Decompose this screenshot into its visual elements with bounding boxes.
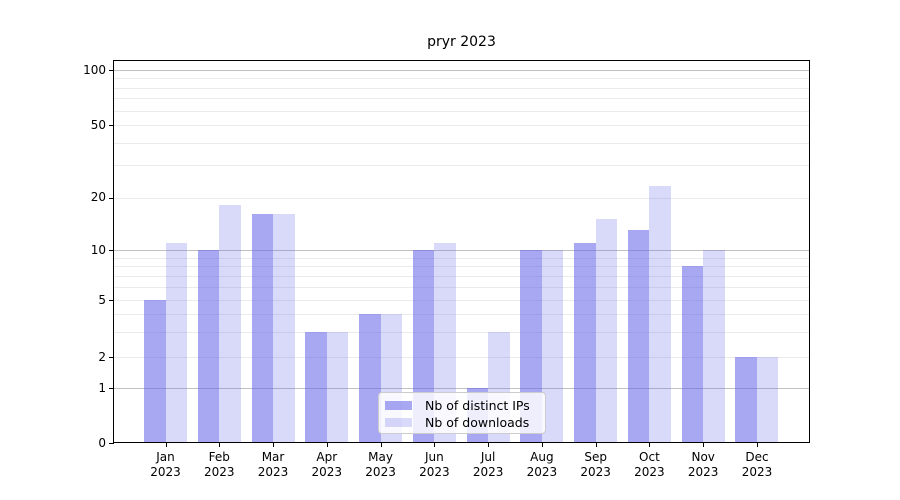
x-axis-tick-label: Jul 2023 (472, 450, 504, 479)
gridline-minor (113, 257, 810, 259)
x-axis-tick-label: Sep 2023 (580, 450, 611, 479)
gridline-minor (113, 300, 810, 301)
y-axis-tick-mark (108, 70, 114, 71)
legend-swatch-downloads (385, 418, 412, 427)
x-axis-tick-mark (488, 443, 490, 447)
y-axis-tick-label: 10 (90, 242, 106, 257)
bar-downloads-aug (541, 250, 564, 443)
y-axis-tick-label: 20 (90, 190, 106, 204)
bar-distinct-ips-sep (574, 242, 596, 443)
gridline-minor (113, 98, 810, 100)
y-axis-tick-mark (108, 388, 114, 389)
x-axis-tick-mark (703, 443, 705, 447)
legend-label-distinct-ips: Nb of distinct IPs (425, 398, 530, 413)
x-axis-tick-label: May 2023 (365, 450, 396, 479)
x-axis-tick-mark (434, 443, 436, 447)
bar-downloads-dec (756, 357, 779, 443)
chart-title: pryr 2023 (427, 34, 496, 50)
bar-downloads-oct (649, 186, 671, 443)
gridline-minor (113, 197, 810, 199)
x-axis-tick-mark (273, 443, 275, 447)
bar-downloads-jan (165, 242, 187, 443)
y-axis-tick-mark (108, 357, 114, 358)
y-axis-tick-mark (108, 443, 114, 444)
x-axis-tick-label: Jan 2023 (150, 450, 181, 479)
y-axis-tick-mark (108, 250, 114, 251)
gridline-minor (113, 313, 810, 315)
y-axis-tick-label: 0 (98, 435, 106, 450)
y-axis-tick-label: 1 (98, 380, 106, 395)
bar-downloads-sep (595, 219, 618, 443)
y-axis-tick-label: 5 (98, 292, 106, 307)
x-axis-tick-label: Nov 2023 (687, 450, 719, 479)
x-axis-tick-label: Apr 2023 (311, 450, 343, 479)
x-axis-tick-label: Aug 2023 (526, 450, 558, 479)
bar-distinct-ips-mar (251, 214, 274, 443)
x-axis-tick-label: Jun 2023 (419, 450, 450, 479)
bar-downloads-nov (703, 250, 725, 443)
x-axis-tick-mark (380, 443, 382, 447)
y-axis-tick-label: 2 (98, 349, 106, 364)
gridline-minor (113, 286, 810, 288)
y-axis-tick-mark (108, 125, 114, 126)
bar-distinct-ips-dec (735, 357, 757, 443)
gridline-minor (113, 142, 810, 144)
bar-distinct-ips-nov (681, 266, 704, 443)
legend-row-distinct-ips: Nb of distinct IPs (385, 397, 545, 414)
legend: Nb of distinct IPs Nb of downloads (378, 392, 546, 434)
x-axis-tick-mark (541, 443, 543, 447)
gridline-minor (113, 165, 810, 167)
bar-distinct-ips-feb (197, 250, 220, 443)
y-axis-tick-label: 100 (83, 62, 106, 77)
x-axis-tick-mark (326, 443, 328, 447)
gridline-major (113, 250, 810, 251)
legend-label-downloads: Nb of downloads (425, 415, 530, 430)
bar-distinct-ips-may (359, 313, 381, 443)
bar-distinct-ips-apr (305, 331, 327, 443)
y-axis-tick-label: 50 (90, 117, 106, 132)
y-axis-tick-mark (108, 300, 114, 301)
gridline-minor (113, 78, 810, 80)
x-axis-tick-mark (649, 443, 651, 447)
gridline-minor (113, 125, 810, 126)
x-axis-tick-label: Oct 2023 (634, 450, 665, 479)
x-axis-tick-label: Feb 2023 (203, 450, 235, 479)
gridline-major (113, 388, 810, 389)
x-axis-tick-mark (595, 443, 597, 447)
x-axis-tick-label: Dec 2023 (741, 450, 773, 479)
x-axis-tick-label: Mar 2023 (257, 450, 289, 479)
y-axis-tick-mark (108, 197, 114, 199)
gridline-minor (113, 357, 810, 358)
bar-downloads-mar (273, 214, 295, 443)
bar-distinct-ips-oct (627, 230, 650, 443)
gridline-minor (113, 87, 810, 89)
legend-swatch-distinct-ips (385, 401, 412, 410)
x-axis-tick-mark (219, 443, 221, 447)
bar-distinct-ips-jan (144, 300, 166, 443)
gridline-minor (113, 110, 810, 112)
gridline-minor (113, 266, 810, 268)
legend-row-downloads: Nb of downloads (385, 414, 545, 431)
x-axis-tick-mark (756, 443, 758, 447)
gridline-minor (113, 275, 810, 277)
x-axis-tick-mark (165, 443, 167, 447)
bar-downloads-apr (326, 331, 349, 443)
gridline-major (113, 70, 810, 71)
bar-downloads-feb (219, 205, 241, 443)
gridline-minor (113, 331, 810, 333)
